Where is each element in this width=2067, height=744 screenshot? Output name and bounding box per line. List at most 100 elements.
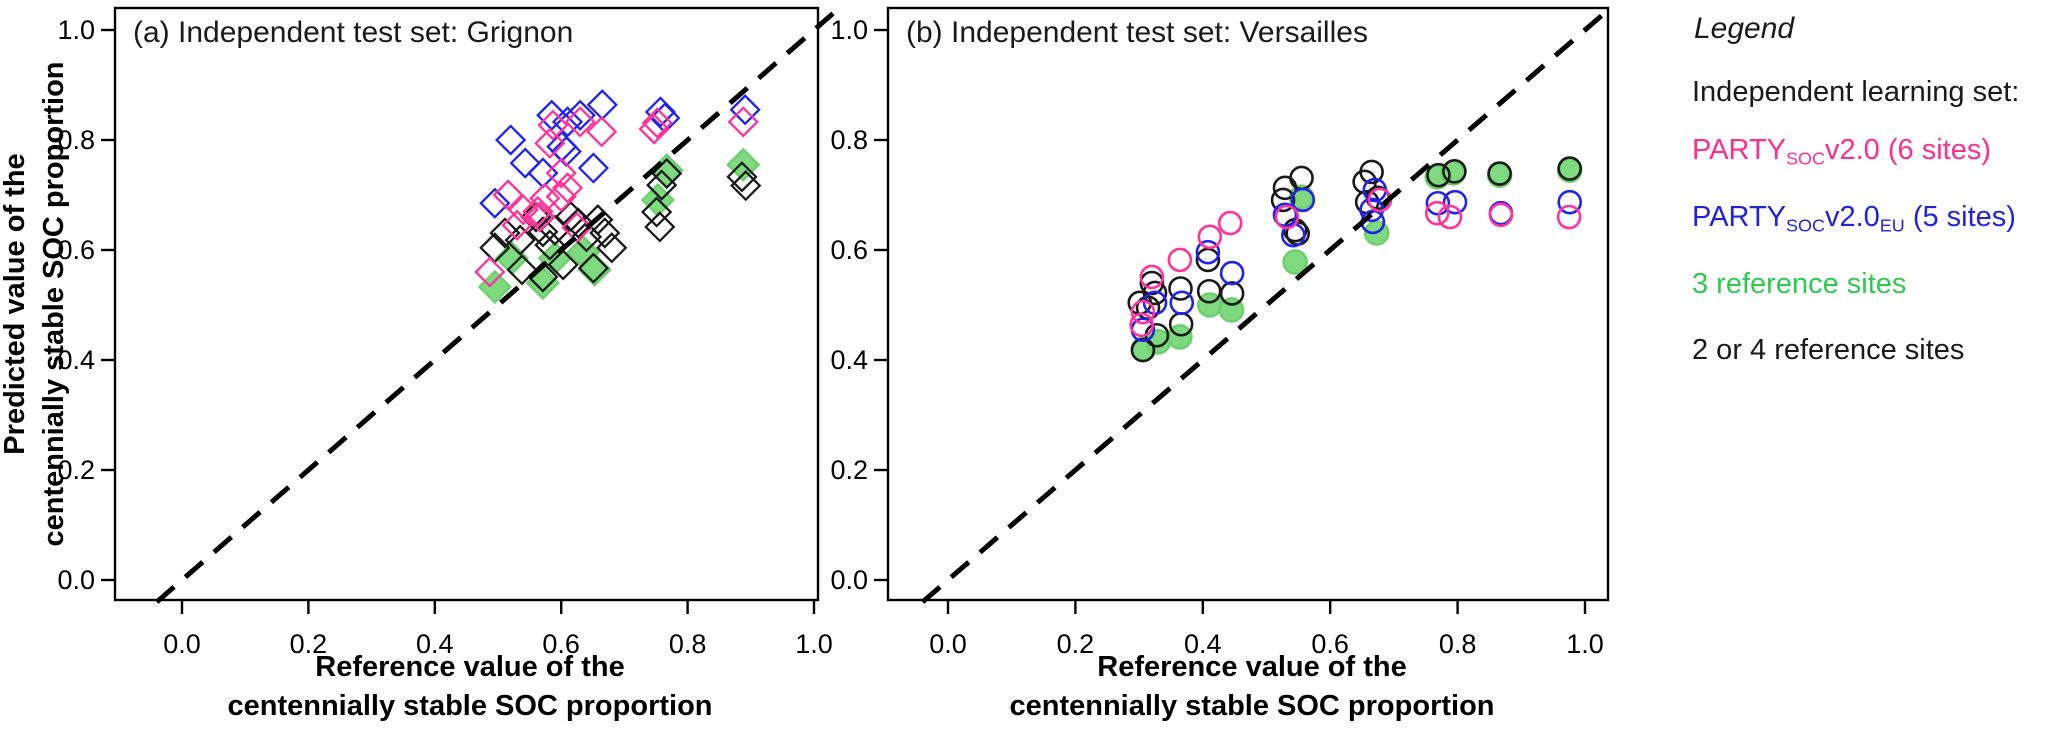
data-point-diamond — [582, 204, 614, 236]
data-point-circle — [1217, 210, 1243, 236]
panel-a-y-tick-label: 0.0 — [57, 565, 95, 595]
data-point-circle — [1274, 204, 1300, 230]
panel-a-yaxis-title-line2: centennially stable SOC proportion — [38, 61, 70, 547]
data-point-circle — [1130, 337, 1156, 363]
panel-a-yaxis-title: Predicted value of the centennially stab… — [0, 4, 74, 604]
data-point-diamond — [547, 249, 579, 281]
panel-a-plot-box — [113, 6, 820, 602]
panel-b-x-tick-label: 0.8 — [1438, 629, 1477, 659]
data-point-diamond — [507, 194, 539, 226]
panel-a-xaxis-title-line2: centennially stable SOC proportion — [227, 690, 713, 722]
legend-item-text: v2.0 — [1824, 201, 1880, 233]
panel-b-xaxis-title-line1: Reference value of the — [1097, 651, 1407, 683]
panel-a-y-tick-label: 0.6 — [57, 235, 95, 265]
data-point-circle — [1195, 239, 1221, 265]
data-point-diamond — [586, 116, 618, 148]
data-point-diamond — [506, 254, 538, 286]
data-point-diamond — [545, 157, 577, 189]
data-point-circle — [1557, 156, 1583, 181]
data-point-diamond — [561, 211, 593, 244]
legend-item-0: PARTYSOCv2.0 (6 sites) — [1692, 134, 1991, 169]
panel-b-xaxis-title: Reference value of the centennially stab… — [932, 648, 1572, 726]
data-point-diamond — [527, 157, 559, 189]
data-point-diamond — [501, 209, 533, 241]
data-point-diamond — [534, 127, 566, 159]
panel-a-y-tick-label: 1.0 — [57, 15, 95, 45]
data-point-diamond — [727, 106, 759, 138]
data-point-circle — [1424, 200, 1450, 226]
data-point-circle — [1556, 204, 1582, 230]
data-point-diamond — [509, 147, 541, 179]
data-point-diamond — [489, 217, 521, 249]
data-point-circle — [1290, 187, 1316, 213]
data-point-diamond — [646, 169, 678, 201]
data-point-diamond — [551, 172, 584, 204]
data-point-diamond — [638, 113, 670, 145]
data-point-circle — [1139, 270, 1165, 296]
data-point-circle — [1270, 187, 1296, 213]
data-point-diamond — [641, 107, 673, 139]
panel-a-x-tick-label: 1.0 — [795, 629, 833, 659]
panel-b-x-tick-label: 0.0 — [929, 629, 967, 659]
legend-title: Legend — [1694, 12, 1795, 45]
data-point-diamond — [536, 99, 568, 131]
data-point-circle — [1437, 204, 1463, 230]
panel-a-x-tick-label: 0.8 — [668, 629, 707, 659]
legend-item-text: (5 sites) — [1904, 201, 2016, 233]
legend-item-text: 2 or 4 reference sites — [1692, 334, 1965, 366]
panel-b-x-tick-label: 1.0 — [1566, 629, 1604, 659]
panel-b-y-tick-label: 0.0 — [830, 565, 868, 595]
panel-a-x-tick-label: 0.4 — [416, 629, 454, 659]
panel-b-plot-canvas — [874, 6, 1610, 614]
panel-b-identity-line — [920, 11, 1606, 604]
panel-b-y-tick-label: 1.0 — [830, 15, 868, 45]
data-point-circle — [1442, 189, 1468, 215]
legend-item-3: 2 or 4 reference sites — [1692, 334, 1964, 367]
data-point-diamond — [729, 94, 761, 126]
data-point-circle — [1425, 190, 1451, 216]
data-point-diamond — [577, 152, 610, 184]
panel-a-yaxis-title-line1: Predicted value of the — [0, 153, 31, 455]
panel-b-x-tick-label: 0.6 — [1311, 629, 1349, 659]
data-point-diamond — [562, 207, 594, 239]
legend-item-text: PARTY — [1692, 134, 1787, 166]
data-point-circle — [1487, 161, 1512, 186]
data-point-diamond — [545, 181, 577, 213]
panel-a-title: (a) Independent test set: Grignon — [133, 16, 574, 49]
panel-b-x-tick-label: 0.2 — [1056, 629, 1095, 659]
data-point-diamond — [537, 109, 569, 141]
data-point-diamond — [596, 232, 628, 264]
data-point-circle — [1168, 276, 1193, 301]
panel-a-x-tick-label: 0.2 — [289, 629, 328, 659]
data-point-diamond — [529, 182, 561, 214]
panel-b-y-tick-label: 0.8 — [830, 125, 868, 155]
data-point-circle — [1130, 299, 1156, 325]
data-point-diamond — [492, 179, 524, 211]
legend-item-text: (6 sites) — [1879, 134, 1991, 166]
data-point-circle — [1272, 202, 1298, 228]
data-point-circle — [1488, 202, 1514, 228]
legend-item-subscript: SOC — [1786, 148, 1825, 169]
panel-a-xaxis-title-line1: Reference value of the — [315, 651, 625, 683]
data-point-circle — [1139, 264, 1165, 290]
data-point-circle — [1169, 290, 1195, 316]
data-point-diamond — [564, 106, 596, 138]
legend-item-2: 3 reference sites — [1692, 268, 1906, 301]
panel-b-x-tick-label: 0.4 — [1184, 629, 1222, 659]
panel-a-identity-line — [155, 11, 835, 604]
data-point-diamond — [522, 195, 554, 228]
panel-a-xaxis-title: Reference value of the centennially stab… — [150, 648, 790, 726]
panel-a-x-tick-label: 0.6 — [542, 629, 580, 659]
legend-item-text: v2.0 — [1824, 134, 1880, 166]
panel-a-y-tick-label: 0.8 — [57, 125, 95, 155]
data-point-circle — [1219, 281, 1245, 306]
panel-b-title: (b) Independent test set: Versailles — [906, 16, 1368, 49]
panel-a-y-tick-label: 0.2 — [57, 455, 95, 485]
data-point-circle — [1282, 249, 1308, 275]
data-point-circle — [1129, 312, 1154, 338]
data-point-diamond — [504, 224, 536, 256]
data-point-circle — [1426, 162, 1451, 188]
data-point-circle — [1197, 224, 1223, 250]
legend-item-1: PARTYSOCv2.0EU (5 sites) — [1692, 201, 2016, 236]
